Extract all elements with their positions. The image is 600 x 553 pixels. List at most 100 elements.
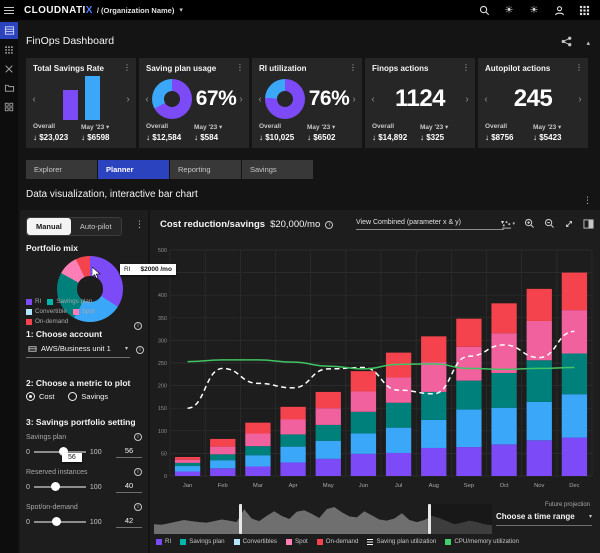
slider-value-input[interactable]: 56 (116, 446, 142, 458)
tab-savings[interactable]: Savings (242, 160, 313, 179)
brand-logo[interactable]: CLOUDNATIX (24, 4, 93, 16)
svg-text:Nov: Nov (534, 483, 544, 489)
prev-chevron-icon[interactable]: ‹ (145, 93, 149, 105)
tab-planner[interactable]: Planner (98, 160, 169, 179)
slider-track[interactable] (33, 517, 86, 526)
slider-handle[interactable] (59, 447, 69, 456)
org-caret-icon[interactable]: ▾ (179, 7, 183, 14)
range-brush-chart[interactable] (154, 504, 492, 534)
legend-item[interactable]: RI (26, 298, 41, 305)
radio-savings[interactable]: Savings (68, 392, 108, 401)
view-dropdown[interactable]: View Combined (parameter x & y) ▾ (356, 219, 504, 230)
legend-item[interactable]: On-demand (26, 318, 68, 325)
period-selector[interactable]: May '23 ▾ (420, 124, 449, 131)
overflow-menu-icon[interactable]: ⋮ (123, 63, 131, 72)
chart-type-icon[interactable]: ▾ (501, 219, 515, 229)
info-icon[interactable]: i (134, 433, 142, 441)
prev-chevron-icon[interactable]: ‹ (371, 93, 375, 105)
period-selector[interactable]: May '23 ▾ (194, 124, 223, 131)
period-selector[interactable]: May '23 ▾ (307, 124, 336, 131)
legend-chip (445, 538, 452, 545)
legend-item[interactable]: Spot (72, 308, 95, 315)
collapse-icon[interactable]: ▴ (586, 40, 590, 47)
slider-handle[interactable] (50, 482, 60, 491)
contrast-icon[interactable]: ☀ (529, 4, 539, 16)
time-range-dropdown[interactable]: Choose a time range ▾ (496, 512, 592, 526)
next-chevron-icon[interactable]: › (578, 93, 582, 105)
info-icon[interactable]: i (134, 503, 142, 511)
sidebar-item-dashboard[interactable] (0, 22, 18, 39)
overflow-menu-icon[interactable]: ⋮ (236, 63, 244, 72)
tab-explorer[interactable]: Explorer (26, 160, 97, 179)
legend-item[interactable]: RI (156, 538, 171, 545)
slider-handle[interactable] (51, 517, 61, 526)
next-chevron-icon[interactable]: › (352, 93, 356, 105)
period-value: ↓ $584 (194, 133, 219, 142)
card-title: Finops actions (372, 64, 429, 73)
period-selector[interactable]: May '23 ▾ (533, 124, 562, 131)
zoom-out-icon[interactable] (544, 218, 555, 229)
search-icon[interactable] (478, 4, 490, 16)
slider-track[interactable] (33, 447, 86, 456)
tab-reporting[interactable]: Reporting (170, 160, 241, 179)
slider-value-input[interactable]: 42 (116, 516, 142, 528)
legend-item[interactable]: Savings plan (180, 538, 225, 545)
period-value: ↓ $5423 (533, 133, 562, 142)
manual-mode-button[interactable]: Manual (27, 218, 71, 235)
account-dropdown[interactable]: AWS/Business unit 1 ▾ (26, 341, 130, 358)
legend-item[interactable]: On-demand (316, 538, 358, 545)
legend-item[interactable]: Saving plan utilization (367, 538, 436, 545)
legend-item[interactable]: Convertibles (233, 538, 277, 545)
info-icon[interactable]: i (136, 346, 144, 354)
sidebar-item-resources[interactable] (0, 79, 18, 96)
brightness-icon[interactable]: ☀ (504, 4, 514, 16)
legend-item[interactable]: Convertible (26, 308, 67, 315)
overall-value: ↓ $10,025 (259, 133, 295, 142)
slider-track[interactable] (33, 482, 86, 491)
section-overflow-menu-icon[interactable]: ⋮ (583, 196, 592, 206)
sidebar-item-optimize[interactable] (0, 60, 18, 77)
sidebar-item-workloads[interactable] (0, 98, 18, 115)
future-projection-label: Future projection (544, 502, 590, 508)
overflow-menu-icon[interactable]: ⋮ (575, 63, 583, 72)
panel-overflow-menu-icon[interactable]: ⋮ (135, 220, 144, 230)
legend-item[interactable]: CPU/memory utilization (445, 538, 519, 545)
radio-dot (26, 392, 35, 401)
zoom-in-icon[interactable] (524, 218, 535, 229)
overflow-menu-icon[interactable]: ⋮ (349, 63, 357, 72)
next-chevron-icon[interactable]: › (465, 93, 469, 105)
slider-tooltip: 56 (62, 453, 82, 462)
donut-chart (264, 79, 305, 119)
prev-chevron-icon[interactable]: ‹ (258, 93, 262, 105)
info-icon[interactable]: i (134, 322, 142, 330)
expand-icon[interactable] (564, 219, 574, 229)
user-icon[interactable] (553, 4, 565, 16)
overflow-menu-icon[interactable]: ⋮ (462, 63, 470, 72)
info-icon[interactable]: i (325, 220, 334, 229)
share-icon[interactable] (561, 34, 572, 52)
range-handle-left[interactable] (238, 504, 242, 534)
panel-toggle-icon[interactable] (583, 218, 594, 229)
autopilot-mode-button[interactable]: Auto-pilot (70, 218, 121, 235)
sidebar-item-apps[interactable] (0, 41, 18, 58)
next-chevron-icon[interactable]: › (126, 93, 130, 105)
slider-value-input[interactable]: 40 (116, 481, 142, 493)
legend-label: RI (35, 298, 42, 305)
radio-cost[interactable]: Cost (26, 392, 54, 401)
app-switcher-icon[interactable] (578, 4, 590, 16)
svg-text:Dec: Dec (569, 483, 579, 489)
org-breadcrumb[interactable]: / (Organization Name) (96, 5, 175, 15)
prev-chevron-icon[interactable]: ‹ (484, 93, 488, 105)
range-handle-right[interactable] (427, 504, 431, 534)
slider-label-row: Savings plan i (26, 433, 142, 441)
spot-ondemand-slider: 0 100 42 (26, 516, 142, 528)
legend-item[interactable]: Savings plan (47, 298, 92, 305)
info-icon[interactable]: i (134, 468, 142, 476)
period-selector[interactable]: May '23 ▾ (81, 124, 110, 131)
hamburger-menu-icon[interactable] (0, 0, 18, 20)
legend-item[interactable]: Spot (286, 538, 308, 545)
portfolio-mix-donut[interactable] (57, 256, 123, 322)
prev-chevron-icon[interactable]: ‹ (32, 93, 36, 105)
stacked-bar-chart[interactable]: 050100150200250300350400450500JanFebMarA… (154, 242, 596, 492)
next-chevron-icon[interactable]: › (239, 93, 243, 105)
